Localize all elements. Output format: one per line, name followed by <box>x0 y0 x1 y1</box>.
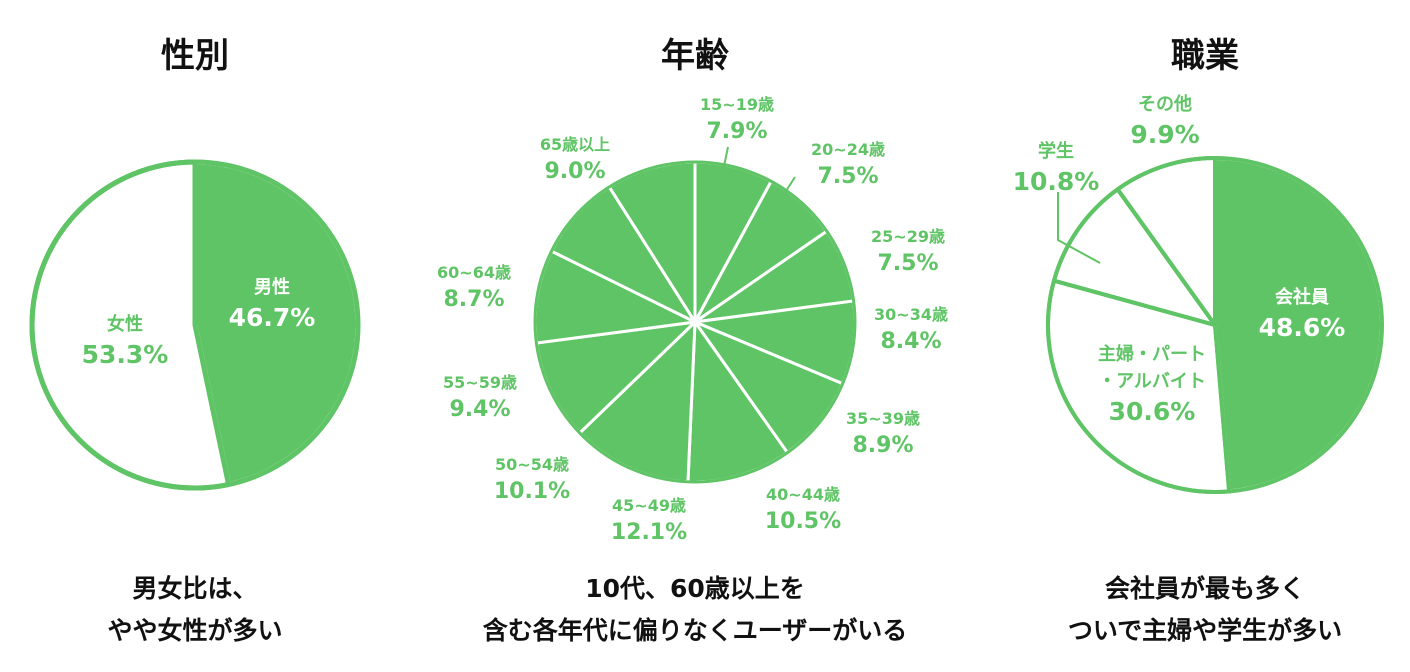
pie-separator-7 <box>578 321 696 434</box>
pie-slices <box>533 160 857 484</box>
pie-outline <box>1046 156 1384 494</box>
occupation-panel: 職業 会社員 48.6% 主婦・パート ・アルバイト 30.6% 学生 10.8% その他 9.… <box>1000 0 1410 672</box>
gender-caption: 男女比は、 やや女性が多い <box>0 568 390 652</box>
pie-outline <box>533 160 857 484</box>
slice-category-label-3: 30~34歳 <box>874 305 948 324</box>
slice-category-label-2: 25~29歳 <box>871 227 945 246</box>
slice-category-label-0: 15~19歳 <box>700 95 774 114</box>
slice-label-2: 25~29歳 7.5% <box>871 227 945 276</box>
slice-value-label-5: 10.5% <box>765 509 841 534</box>
slice-value-label-6: 12.1% <box>611 520 687 545</box>
slice-category-label-8: 55~59歳 <box>443 373 517 392</box>
slice-value-label-0: 7.9% <box>706 119 767 144</box>
slice-label-6: 45~49歳 12.1% <box>611 496 687 545</box>
slice-value-label-0: 48.6% <box>1259 313 1346 342</box>
slice-label-1: 20~24歳 7.5% <box>811 140 885 189</box>
pie-separator-2 <box>694 230 828 324</box>
pie-separator-3 <box>694 299 854 324</box>
slice-category-label-7: 50~54歳 <box>495 455 569 474</box>
pie-separator-1 <box>1213 324 1232 492</box>
occupation-caption: 会社員が最も多く ついで主婦や学生が多い <box>1000 568 1410 652</box>
slice-category-label-5: 40~44歳 <box>766 485 840 504</box>
slice-category-label-6: 45~49歳 <box>612 496 686 515</box>
occupation-caption-line-1: 会社員が最も多く <box>1104 574 1305 603</box>
slice-value-label-8: 9.4% <box>449 397 510 422</box>
slice-label-2: 学生 10.8% <box>1013 140 1100 196</box>
slice-label-1: 主婦・パート・アルバイト 30.6% <box>1098 343 1206 426</box>
slice-value-label-3: 9.9% <box>1130 120 1199 149</box>
pie-separator-9 <box>550 250 696 324</box>
pie-separator-5 <box>693 321 789 454</box>
gender-chart-title: 性別 <box>161 36 229 76</box>
slice-category-label-9: 60~64歳 <box>437 263 511 282</box>
slice-value-label-0: 46.7% <box>229 303 316 332</box>
slice-label-0: 会社員 48.6% <box>1259 286 1346 342</box>
slice-category-label-0: 男性 <box>254 276 290 298</box>
slice-value-label-7: 10.1% <box>494 479 570 504</box>
leader-line-0 <box>1057 192 1101 264</box>
slice-label-9: 60~64歳 8.7% <box>437 263 511 312</box>
slice-value-label-1: 7.5% <box>817 164 878 189</box>
slice-value-label-2: 7.5% <box>877 251 938 276</box>
slice-category-label-2: 学生 <box>1038 140 1074 162</box>
gender-caption-line-1: 男女比は、 <box>132 574 258 603</box>
slice-category-label-1-1: ・アルバイト <box>1098 371 1206 392</box>
slice-category-label-1: 女性 <box>107 313 143 335</box>
pie-separator-4 <box>694 320 844 385</box>
age-chart-title: 年齢 <box>661 36 729 76</box>
slice-label-7: 50~54歳 10.1% <box>494 455 570 504</box>
slice-label-4: 35~39歳 8.9% <box>846 409 920 458</box>
slice-category-label-10: 65歳以上 <box>540 135 610 154</box>
slice-category-label-4: 35~39歳 <box>846 409 920 428</box>
gender-pie-chart: 男性 46.7% 女性 53.3% <box>29 159 361 491</box>
slice-label-0: 15~19歳 7.9% <box>700 95 774 144</box>
occupation-pie-chart: 会社員 48.6% 主婦・パート・アルバイト 30.6% 学生 10.8% その他 9.9% <box>1013 93 1384 494</box>
slice-value-label-3: 8.4% <box>880 329 941 354</box>
slice-category-label-1-0: 主婦・パート <box>1098 343 1206 365</box>
slice-label-1: 女性 53.3% <box>82 313 169 369</box>
age-caption: 10代、60歳以上を 含む各年代に偏りなくユーザーがいる <box>390 568 1000 652</box>
slice-category-label-0: 会社員 <box>1275 286 1329 308</box>
slice-value-label-4: 8.9% <box>852 433 913 458</box>
leader-line-0 <box>717 146 729 196</box>
slice-value-label-10: 9.0% <box>544 159 605 184</box>
pie-separator-1 <box>693 180 773 323</box>
leader-line-1 <box>769 176 796 217</box>
pie-separator-8 <box>536 320 696 345</box>
slice-category-label-1: 20~24歳 <box>811 140 885 159</box>
slice-label-10: 65歳以上 9.0% <box>540 135 610 184</box>
slice-value-label-9: 8.7% <box>443 287 504 312</box>
pie-separator-6 <box>686 321 697 482</box>
age-caption-line-2: 含む各年代に偏りなくユーザーがいる <box>482 616 908 645</box>
slice-value-label-1: 53.3% <box>82 340 169 369</box>
pie-separator-3 <box>1115 188 1217 327</box>
age-panel: 年齢 15~19歳 7.9% 20~24歳 7.5% 25~29歳 7.5% 30~34歳 8… <box>390 0 1000 672</box>
age-caption-line-1: 10代、60歳以上を <box>585 574 805 603</box>
pie-outline <box>29 159 361 491</box>
slice-value-label-1: 30.6% <box>1109 397 1196 426</box>
slice-label-8: 55~59歳 9.4% <box>443 373 517 422</box>
gender-panel: 性別 男性 46.7% 女性 53.3% 男女比は、 やや女性が多い <box>0 0 390 672</box>
slice-label-5: 40~44歳 10.5% <box>765 485 841 534</box>
gender-caption-line-2: やや女性が多い <box>107 616 283 645</box>
pie-separator-10 <box>608 186 697 323</box>
slice-label-0: 男性 46.7% <box>229 276 316 332</box>
slice-label-3: その他 9.9% <box>1130 93 1199 149</box>
slice-label-3: 30~34歳 8.4% <box>874 305 948 354</box>
slice-value-label-2: 10.8% <box>1013 167 1100 196</box>
age-pie-chart: 15~19歳 7.9% 20~24歳 7.5% 25~29歳 7.5% 30~34歳 8.4%… <box>437 95 948 545</box>
slice-category-label-3: その他 <box>1138 93 1192 115</box>
pie-separator-2 <box>1053 278 1216 327</box>
occupation-chart-title: 職業 <box>1171 36 1239 76</box>
occupation-caption-line-2: ついで主婦や学生が多い <box>1067 616 1343 645</box>
